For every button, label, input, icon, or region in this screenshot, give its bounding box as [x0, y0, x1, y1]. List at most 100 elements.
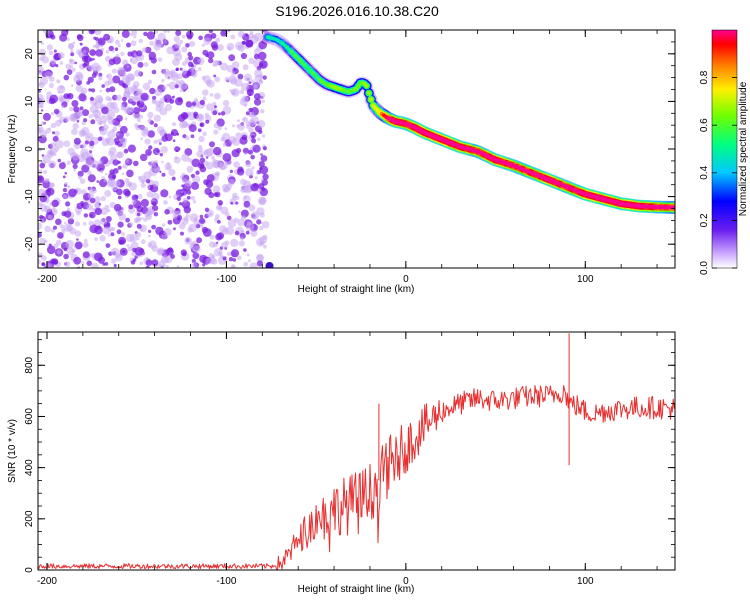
noise-blob [62, 175, 66, 179]
noise-blob [100, 115, 108, 123]
noise-blob [230, 201, 234, 205]
noise-blob [74, 230, 82, 237]
top-x-tick-label: -200 [37, 274, 57, 285]
noise-blob [145, 178, 151, 184]
noise-blob [235, 132, 242, 139]
noise-blob [163, 200, 168, 205]
noise-blob [213, 146, 222, 156]
noise-blob [227, 218, 237, 228]
noise-blob [68, 43, 75, 50]
noise-blob [50, 142, 57, 149]
noise-blob [52, 225, 58, 230]
noise-blob [184, 236, 193, 245]
noise-blob [71, 128, 78, 136]
noise-blob [153, 212, 159, 217]
noise-blob [125, 132, 130, 137]
noise-blob [120, 39, 124, 42]
noise-blob [222, 100, 230, 107]
noise-blob [53, 49, 57, 53]
noise-blob [127, 92, 131, 95]
noise-blob [72, 153, 80, 161]
noise-blob [62, 187, 68, 193]
noise-blob [245, 222, 255, 232]
noise-blob [48, 82, 55, 88]
noise-blob [180, 175, 184, 179]
noise-blob [258, 183, 265, 190]
noise-blob [134, 247, 144, 256]
noise-blob [44, 71, 53, 79]
noise-blob [131, 194, 139, 201]
top-y-tick-label: 0 [24, 146, 35, 152]
noise-blob [199, 99, 205, 105]
colorbar-frame [711, 29, 738, 269]
noise-blob [262, 75, 267, 80]
top-y-tick-label: -20 [24, 237, 35, 252]
noise-blob [76, 49, 82, 55]
noise-blob [87, 64, 94, 71]
noise-blob [179, 67, 183, 71]
noise-blob [76, 96, 80, 99]
noise-blob [157, 138, 162, 144]
noise-blob [158, 260, 165, 267]
noise-blob [65, 201, 71, 207]
noise-blob [212, 64, 216, 67]
noise-blob [183, 206, 191, 214]
top-y-axis: -20 -10 0 10 20 [24, 29, 675, 269]
noise-blob [240, 187, 246, 193]
noise-blob [122, 163, 128, 169]
noise-blob [46, 245, 56, 255]
noise-blob [122, 96, 127, 102]
noise-blob [185, 135, 190, 141]
noise-blob [149, 87, 156, 95]
noise-blob [97, 37, 106, 46]
noise-blob [44, 225, 51, 232]
noise-blob [70, 49, 74, 53]
noise-blob [130, 40, 137, 47]
noise-blob [100, 207, 108, 216]
noise-blob [68, 58, 73, 63]
noise-blob [103, 33, 111, 41]
noise-blob [70, 52, 75, 57]
noise-blob [171, 73, 179, 81]
noise-blob [179, 81, 188, 90]
noise-blob [220, 30, 228, 37]
noise-blob [170, 254, 176, 259]
noise-blob [83, 118, 88, 123]
noise-blob [126, 169, 134, 178]
noise-blob [109, 86, 116, 93]
noise-blob [146, 31, 156, 40]
noise-blob [63, 140, 71, 148]
noise-blob [162, 223, 166, 227]
noise-blob [179, 39, 184, 44]
noise-blob [195, 170, 200, 175]
noise-blob [119, 247, 128, 256]
noise-blob [135, 231, 142, 238]
noise-blob [231, 124, 236, 128]
noise-blob [120, 104, 125, 109]
noise-blob [98, 72, 103, 77]
noise-blob [40, 41, 44, 45]
noise-blob [215, 37, 220, 43]
noise-blob [67, 147, 75, 156]
noise-blob [218, 161, 228, 171]
noise-blob [96, 74, 100, 77]
noise-blob [224, 76, 230, 82]
noise-blob [64, 210, 72, 218]
noise-blob [105, 243, 111, 249]
noise-blob [59, 224, 65, 229]
noise-blob [86, 203, 93, 211]
noise-blob [131, 84, 138, 92]
noise-blob [103, 178, 108, 183]
colorbar-gradient [712, 30, 737, 268]
colorbar-tick-label: 0.2 [699, 213, 710, 227]
noise-blob [136, 212, 141, 217]
noise-blob [191, 261, 198, 268]
noise-blob [49, 182, 55, 188]
noise-blob [107, 234, 111, 237]
noise-blob [59, 85, 64, 90]
noise-blob [54, 130, 60, 137]
chart-title: S196.2026.016.10.38.C20 [275, 3, 439, 19]
noise-blob [135, 216, 142, 223]
noise-blob [39, 162, 46, 169]
noise-blob [38, 188, 46, 197]
